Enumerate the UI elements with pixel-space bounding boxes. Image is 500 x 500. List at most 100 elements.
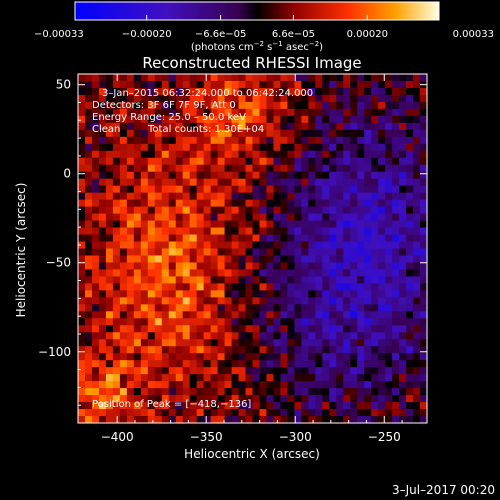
heatmap-cell xyxy=(315,122,323,131)
heatmap-cell xyxy=(161,171,170,180)
heatmap-cell xyxy=(329,220,337,229)
heatmap-cell xyxy=(105,122,114,131)
heatmap-cell xyxy=(301,374,309,382)
heatmap-cell xyxy=(343,192,351,201)
heatmap-cell xyxy=(301,402,309,410)
heatmap-cell xyxy=(91,136,100,145)
heatmap-cell xyxy=(161,248,170,257)
heatmap-cell xyxy=(420,353,427,361)
heatmap-cell xyxy=(413,206,421,215)
heatmap-cell xyxy=(413,150,421,159)
heatmap-cell xyxy=(329,311,337,319)
heatmap-cell xyxy=(84,339,93,347)
heatmap-cell xyxy=(399,185,407,194)
heatmap-cell xyxy=(140,402,149,410)
heatmap-cell xyxy=(294,94,302,103)
heatmap-cell xyxy=(252,115,261,124)
heatmap-cell xyxy=(203,374,212,382)
heatmap-cell xyxy=(294,87,302,96)
heatmap-cell xyxy=(336,74,344,82)
heatmap-cell xyxy=(378,143,386,152)
heatmap-cell xyxy=(217,262,226,271)
heatmap-cell xyxy=(84,297,93,305)
heatmap-cell xyxy=(140,143,149,152)
heatmap-cell xyxy=(98,150,107,159)
heatmap-cell xyxy=(196,171,205,180)
heatmap-cell xyxy=(308,353,316,361)
heatmap-cell xyxy=(364,136,372,145)
heatmap-cell xyxy=(266,74,275,82)
heatmap-cell xyxy=(280,262,288,271)
heatmap-cell xyxy=(119,150,128,159)
heatmap-cell xyxy=(105,416,114,423)
heatmap-cell xyxy=(91,164,100,173)
heatmap-cell xyxy=(98,143,107,152)
heatmap-cell xyxy=(175,164,184,173)
heatmap-cell xyxy=(343,360,351,368)
heatmap-cell xyxy=(84,164,93,173)
heatmap-cell xyxy=(126,248,135,257)
heatmap-cell xyxy=(364,185,372,194)
heatmap-cell xyxy=(378,276,386,284)
heatmap-cell xyxy=(364,178,372,187)
heatmap-cell xyxy=(273,395,282,403)
heatmap-cell xyxy=(126,346,135,354)
heatmap-cell xyxy=(189,318,198,326)
heatmap-cell xyxy=(140,353,149,361)
heatmap-cell xyxy=(231,150,240,159)
heatmap-cell xyxy=(259,213,268,222)
heatmap-cell xyxy=(420,143,427,152)
heatmap-cell xyxy=(301,297,309,305)
heatmap-cell xyxy=(140,129,149,138)
heatmap-cell xyxy=(168,248,177,257)
heatmap-cell xyxy=(161,115,170,124)
heatmap-cell xyxy=(294,74,302,82)
heatmap-cell xyxy=(371,360,379,368)
heatmap-cell xyxy=(168,346,177,354)
heatmap-cell xyxy=(315,136,323,145)
heatmap-cell xyxy=(399,199,407,208)
heatmap-cell xyxy=(84,150,93,159)
heatmap-cell xyxy=(196,332,205,340)
heatmap-cell xyxy=(350,206,358,215)
heatmap-cell xyxy=(266,122,275,131)
heatmap-cell xyxy=(287,220,295,229)
heatmap-cell xyxy=(301,367,309,375)
heatmap-cell xyxy=(245,395,254,403)
heatmap-cell xyxy=(189,213,198,222)
heatmap-cell xyxy=(420,409,427,417)
heatmap-cell xyxy=(161,94,170,103)
heatmap-cell xyxy=(147,276,156,284)
heatmap-cell xyxy=(399,94,407,103)
heatmap-cell xyxy=(189,150,198,159)
heatmap-cell xyxy=(399,206,407,215)
heatmap-cell xyxy=(154,332,163,340)
heatmap-cell xyxy=(91,395,100,403)
heatmap-cell xyxy=(308,136,316,145)
heatmap-cell xyxy=(392,297,400,305)
heatmap-cell xyxy=(84,122,93,131)
heatmap-cell xyxy=(245,157,254,166)
heatmap-cell xyxy=(112,311,121,319)
heatmap-cell xyxy=(238,136,247,145)
heatmap-cell xyxy=(224,318,233,326)
heatmap-cell xyxy=(245,367,254,375)
heatmap-cell xyxy=(301,220,309,229)
heatmap-cell xyxy=(105,87,114,96)
heatmap-cell xyxy=(252,262,261,271)
heatmap-cell xyxy=(84,157,93,166)
heatmap-cell xyxy=(357,255,365,264)
heatmap-cell xyxy=(78,248,86,257)
heatmap-cell xyxy=(385,136,393,145)
heatmap-cell xyxy=(133,318,142,326)
heatmap-cell xyxy=(420,178,427,187)
heatmap-cell xyxy=(357,80,365,89)
heatmap-cell xyxy=(245,402,254,410)
heatmap-cell xyxy=(287,395,295,403)
heatmap-cell xyxy=(224,339,233,347)
heatmap-cell xyxy=(350,353,358,361)
heatmap-cell xyxy=(280,395,288,403)
heatmap-cell xyxy=(98,374,107,382)
heatmap-cell xyxy=(336,346,344,354)
heatmap-cell xyxy=(364,213,372,222)
